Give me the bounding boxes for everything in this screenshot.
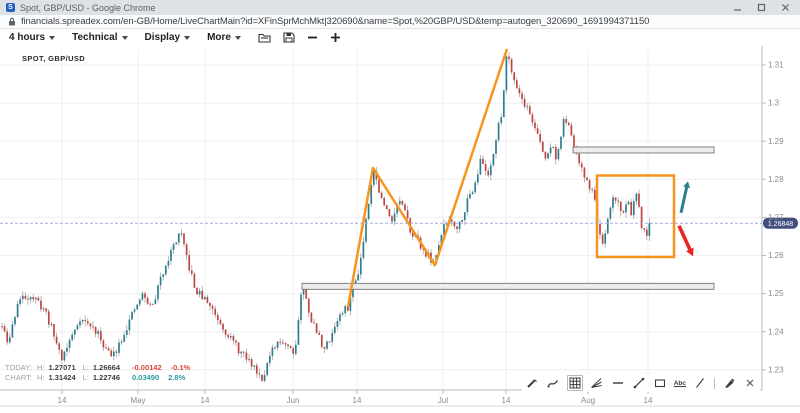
technical-menu[interactable]: Technical [72,32,128,43]
today-label: TODAY: [5,363,32,372]
toolbar-divider [714,377,715,389]
svg-text:Jul: Jul [438,396,448,405]
minimize-button[interactable] [733,3,742,12]
chart-high-value: 1.31424 [48,373,76,382]
down-arrow-drawing [686,247,694,257]
chart-change-pct: 2.8% [168,373,186,382]
svg-text:1.23: 1.23 [768,365,784,374]
today-change-value: -0.00142 [132,363,162,372]
support-resistance-zones[interactable] [301,146,715,290]
pencil-icon[interactable] [525,376,539,390]
chart-toolbar: 4 hours Technical Display More [0,29,800,46]
legend-chart-row: CHART: H: 1.31424 L: 1.22746 0.03490 2.8… [5,373,190,383]
close-button[interactable] [781,3,790,12]
instrument-label: SPOT, GBP/USD [22,54,86,63]
svg-text:1.28: 1.28 [768,175,784,184]
svg-text:14: 14 [502,396,511,405]
display-label: Display [144,32,181,43]
chart-change-value: 0.03490 [132,373,160,382]
arrow-drawings[interactable] [677,181,694,257]
svg-text:1.3: 1.3 [768,99,780,108]
close-drawing-icon[interactable] [743,376,757,390]
maximize-button[interactable] [757,3,766,12]
favicon-letter: S [8,4,13,11]
rectangle-icon[interactable] [653,376,667,390]
today-low-value: 1.26664 [92,363,121,372]
today-high-value: 1.27071 [48,363,76,372]
legend-today-row: TODAY: H: 1.27071 L: 1.26664 -0.00142 -0… [5,363,190,373]
svg-text:1.24: 1.24 [768,327,784,336]
price-chart[interactable]: 1.268481.311.31.291.281.271.261.251.241.… [0,46,800,413]
text-tool-icon[interactable]: Abc [673,379,686,387]
save-icon[interactable] [283,32,295,43]
chevron-down-icon [184,36,191,40]
svg-text:Aug: Aug [581,396,595,405]
high-label: H: [37,373,45,382]
curve-icon[interactable] [546,376,560,390]
svg-text:1.26848: 1.26848 [768,221,793,228]
address-bar[interactable]: financials.spreadex.com/en-GB/Home/LiveC… [0,15,800,29]
svg-text:1.26: 1.26 [768,251,784,260]
y-axis-labels: 1.31 1.3 1.29 1.28 1.27 1.26 1.25 1.24 1.23 [762,61,784,374]
window-controls [733,3,790,12]
svg-text:May: May [130,396,145,405]
svg-text:Jun: Jun [287,396,300,405]
timeframe-label: 4 hours [9,32,46,43]
marker-icon[interactable] [722,376,736,390]
svg-text:14: 14 [353,396,362,405]
low-label: L: [82,373,89,382]
svg-text:1.25: 1.25 [768,289,784,298]
chart-legend: TODAY: H: 1.27071 L: 1.26664 -0.00142 -0… [5,363,190,383]
fan-icon[interactable] [590,376,604,390]
svg-text:14: 14 [644,396,653,405]
diagonal-line-icon[interactable] [693,376,707,390]
more-menu[interactable]: More [207,32,241,43]
zoom-in-icon[interactable] [330,32,341,43]
chevron-down-icon [49,36,56,40]
high-label: H: [37,363,45,372]
chart-low-value: 1.22746 [92,373,121,382]
chevron-down-icon [235,36,241,40]
more-label: More [207,32,231,43]
range-box-drawing[interactable] [595,174,676,259]
lock-icon [8,13,16,31]
display-menu[interactable]: Display [145,32,191,43]
today-change-pct: -0.1% [170,363,191,372]
open-folder-icon[interactable] [258,32,271,43]
x-axis-labels: 14 May 14 Jun 14 Jul 14 Aug 14 [58,390,653,405]
draw-toolbar: Abc [521,374,760,392]
horizontal-line-icon[interactable] [611,376,625,390]
zigzag-drawing[interactable] [346,48,509,308]
current-price-badge: 1.26848 [763,217,798,229]
zoom-out-icon[interactable] [307,32,318,43]
titlebar: S Spot, GBP/USD - Google Chrome [0,0,800,15]
chart-area: 1.26848 1.31 1.3 1.29 1.28 1.27 1.26 1.25 1.24 1.… [0,46,800,413]
svg-text:1.31: 1.31 [768,61,784,70]
svg-text:14: 14 [58,396,67,405]
gridlines [0,50,762,390]
svg-text:14: 14 [201,396,210,405]
grid-icon[interactable] [566,375,583,391]
svg-text:1.29: 1.29 [768,137,784,146]
chart-label: CHART: [5,373,32,382]
technical-label: Technical [72,32,118,43]
candles [1,51,651,383]
chevron-down-icon [121,36,128,40]
timeframe-menu[interactable]: 4 hours [9,32,56,43]
url-text[interactable]: financials.spreadex.com/en-GB/Home/LiveC… [21,16,650,27]
low-label: L: [82,363,89,372]
window-title: Spot, GBP/USD - Google Chrome [20,2,156,13]
site-favicon: S [6,3,15,12]
up-arrow-drawing [683,181,691,189]
trendline-icon[interactable] [632,376,646,390]
svg-text:1.27: 1.27 [768,213,784,222]
